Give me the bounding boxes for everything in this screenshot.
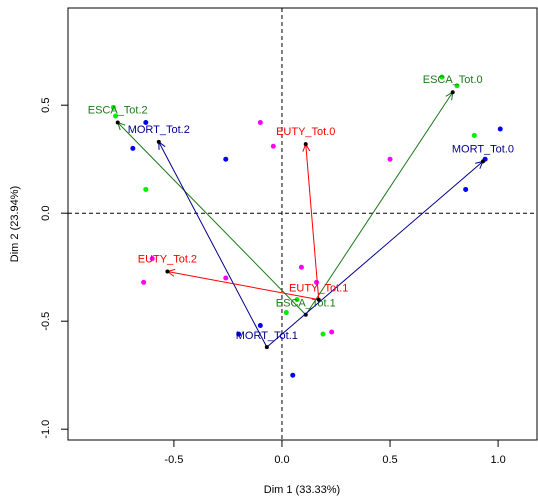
point: [497, 126, 503, 132]
point: [113, 113, 119, 119]
vector: [266, 160, 484, 348]
vector-label: EUTY_Tot.0: [276, 126, 335, 138]
point: [463, 186, 469, 192]
vector: [167, 271, 319, 301]
x-axis-label: Dim 1 (33.33%): [264, 484, 340, 496]
point: [283, 310, 289, 316]
x-tick-label: 0.0: [274, 454, 289, 466]
point: [257, 323, 263, 329]
vector-origin: [316, 297, 321, 302]
point: [320, 331, 326, 337]
point: [294, 297, 300, 303]
point: [141, 279, 147, 285]
point: [110, 104, 116, 110]
vector-label: ESCA_Tot.2: [88, 104, 148, 116]
vector-label: ESCA_Tot.1: [276, 298, 336, 310]
point: [143, 119, 149, 125]
point: [270, 143, 276, 149]
point: [454, 83, 460, 89]
x-tick-label: 1.0: [490, 454, 505, 466]
vector-end: [115, 120, 120, 125]
vector-end: [450, 90, 455, 95]
point: [298, 264, 304, 270]
y-tick-label: -1.0: [40, 420, 52, 439]
point: [149, 256, 155, 262]
vector-origin: [303, 312, 308, 317]
vector: [305, 91, 454, 315]
vector-end: [156, 139, 161, 144]
vector-label: EUTY_Tot.1: [289, 283, 348, 295]
vector-origin: [264, 345, 269, 350]
vector-label: MORT_Tot.1: [236, 330, 298, 342]
point: [236, 331, 242, 337]
vector: [305, 144, 320, 300]
vector-end: [480, 159, 485, 164]
x-tick-label: 0.5: [382, 454, 397, 466]
y-axis-label: Dim 2 (23.94%): [9, 186, 21, 262]
vector-end: [165, 269, 170, 274]
vector: [158, 141, 268, 348]
point: [143, 186, 149, 192]
point: [130, 145, 136, 151]
y-tick-label: -0.5: [40, 312, 52, 331]
point: [471, 132, 477, 138]
vector-end: [303, 142, 308, 147]
plot-box: [67, 7, 538, 441]
point: [290, 372, 296, 378]
vector-label: MORT_Tot.0: [452, 143, 514, 155]
y-tick-label: 0.0: [40, 206, 52, 221]
x-tick-label: -0.5: [164, 454, 183, 466]
point: [223, 275, 229, 281]
y-tick-label: 0.5: [40, 98, 52, 113]
vector: [117, 122, 307, 316]
vector-label: ESCA_Tot.0: [423, 74, 483, 86]
vector-label: MORT_Tot.2: [128, 124, 190, 136]
vector-label: EUTY_Tot.2: [138, 253, 197, 265]
point: [223, 156, 229, 162]
point: [329, 329, 335, 335]
point: [257, 119, 263, 125]
point: [439, 74, 445, 80]
point: [387, 156, 393, 162]
